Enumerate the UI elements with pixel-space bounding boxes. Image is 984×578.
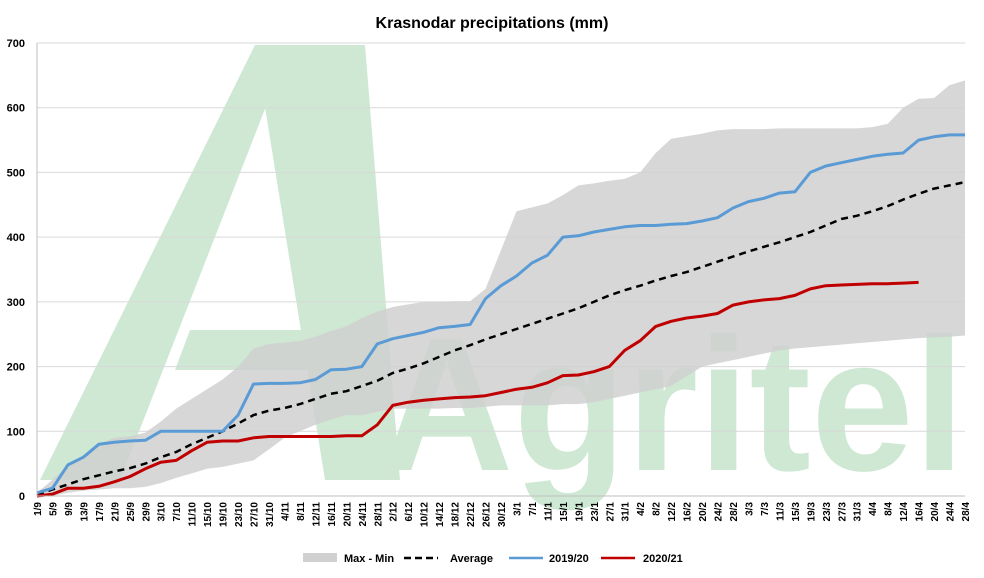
- x-tick-label: 24/2: [714, 502, 725, 522]
- y-tick-label: 400: [7, 232, 25, 244]
- y-tick-label: 600: [7, 103, 25, 115]
- x-tick-label: 24/4: [946, 502, 957, 522]
- legend-swatch-max-min: [303, 553, 337, 562]
- series-layer: [36, 133, 966, 498]
- x-tick-label: 27/10: [250, 502, 261, 527]
- series-line-2019-20: [36, 133, 965, 495]
- x-tick-label: 24/11: [358, 502, 369, 527]
- x-tick-label: 12/11: [311, 502, 322, 527]
- watermark-a-left-stroke: [40, 45, 290, 480]
- chart-legend: Max - Min Average 2019/20 2020/21: [303, 553, 683, 565]
- x-tick-label: 8/2: [652, 502, 663, 516]
- y-tick-label: 300: [7, 297, 25, 309]
- series-line-2020-21: [36, 280, 919, 498]
- y-axis: 0 100 200 300 400 500 600 700: [7, 38, 38, 503]
- x-tick-label: 12/4: [899, 502, 910, 522]
- legend-label-max-min: Max - Min: [344, 553, 394, 565]
- x-tick-label: 20/2: [698, 502, 709, 522]
- x-tick-label: 25/9: [126, 502, 137, 522]
- y-tick-label: 0: [19, 491, 25, 503]
- x-tick-label: 7/1: [528, 502, 539, 516]
- x-tick-label: 15/1: [559, 502, 570, 522]
- x-tick-label: 23/10: [234, 502, 245, 527]
- x-tick-label: 23/1: [590, 502, 601, 522]
- x-tick-label: 23/3: [822, 502, 833, 522]
- x-tick-label: 28/4: [961, 502, 972, 522]
- y-tick-label: 500: [7, 167, 25, 179]
- x-tick-label: 22/12: [466, 502, 477, 527]
- x-tick-label: 19/3: [806, 502, 817, 522]
- x-tick-label: 31/3: [853, 502, 864, 522]
- x-tick-label: 7/3: [760, 502, 771, 516]
- x-tick-label: 27/1: [605, 502, 616, 522]
- x-tick-label: 26/12: [482, 502, 493, 527]
- x-tick-label: 19/10: [219, 502, 230, 527]
- x-tick-label: 11/10: [188, 502, 199, 527]
- x-tick-label: 2/12: [389, 502, 400, 522]
- x-tick-label: 30/12: [497, 502, 508, 527]
- x-tick-label: 11/3: [775, 502, 786, 521]
- x-tick-label: 20/11: [342, 502, 353, 527]
- x-tick-label: 27/3: [837, 502, 848, 522]
- x-tick-label: 15/3: [791, 502, 802, 522]
- x-tick-label: 8/11: [296, 502, 307, 521]
- x-tick-label: 4/11: [280, 502, 291, 521]
- x-tick-label: 31/1: [621, 502, 632, 522]
- x-tick-label: 4/4: [868, 502, 879, 516]
- x-tick-label: 16/4: [915, 502, 926, 522]
- x-tick-label: 28/2: [729, 502, 740, 522]
- x-tick-label: 6/12: [404, 502, 415, 522]
- x-tick-label: 12/2: [667, 502, 678, 522]
- x-tick-label: 10/12: [420, 502, 431, 527]
- x-tick-label: 3/10: [157, 502, 168, 522]
- y-tick-label: 100: [7, 426, 25, 438]
- x-tick-label: 29/9: [141, 502, 152, 522]
- x-tick-label: 28/11: [373, 502, 384, 527]
- x-tick-label: 14/12: [435, 502, 446, 527]
- x-tick-label: 31/10: [265, 502, 276, 527]
- legend-label-average: Average: [450, 553, 493, 565]
- x-tick-label: 5/9: [48, 502, 59, 516]
- legend-label-2019-20: 2019/20: [549, 553, 589, 565]
- x-axis: 1/9 5/9 9/9 13/9 17/9 21/9 25/9 29/9 3/10 7/10 11/…: [33, 495, 972, 527]
- x-tick-label: 13/9: [79, 502, 90, 522]
- x-tick-label: 21/9: [110, 502, 121, 522]
- x-tick-label: 20/4: [930, 502, 941, 522]
- x-tick-label: 3/1: [512, 502, 523, 516]
- x-tick-label: 11/1: [543, 502, 554, 521]
- y-tick-label: 200: [7, 362, 25, 374]
- band-layer: [37, 80, 965, 496]
- x-tick-label: 15/10: [203, 502, 214, 527]
- x-tick-label: 9/9: [64, 502, 75, 516]
- band-max-min: [37, 80, 965, 496]
- x-tick-label: 16/11: [327, 502, 338, 527]
- chart-title: Krasnodar precipitations (mm): [376, 15, 609, 32]
- x-tick-label: 8/4: [884, 502, 895, 516]
- series-line-average: [36, 180, 966, 496]
- x-tick-label: 1/9: [33, 502, 44, 516]
- y-tick-label: 700: [7, 38, 25, 50]
- x-tick-label: 4/2: [636, 502, 647, 516]
- x-tick-label: 17/9: [95, 502, 106, 522]
- x-tick-label: 18/12: [451, 502, 462, 527]
- legend-label-2020-21: 2020/21: [643, 553, 683, 565]
- x-tick-label: 16/2: [683, 502, 694, 522]
- x-tick-label: 19/1: [574, 502, 585, 522]
- x-tick-label: 3/3: [744, 502, 755, 516]
- x-tick-label: 7/10: [172, 502, 183, 522]
